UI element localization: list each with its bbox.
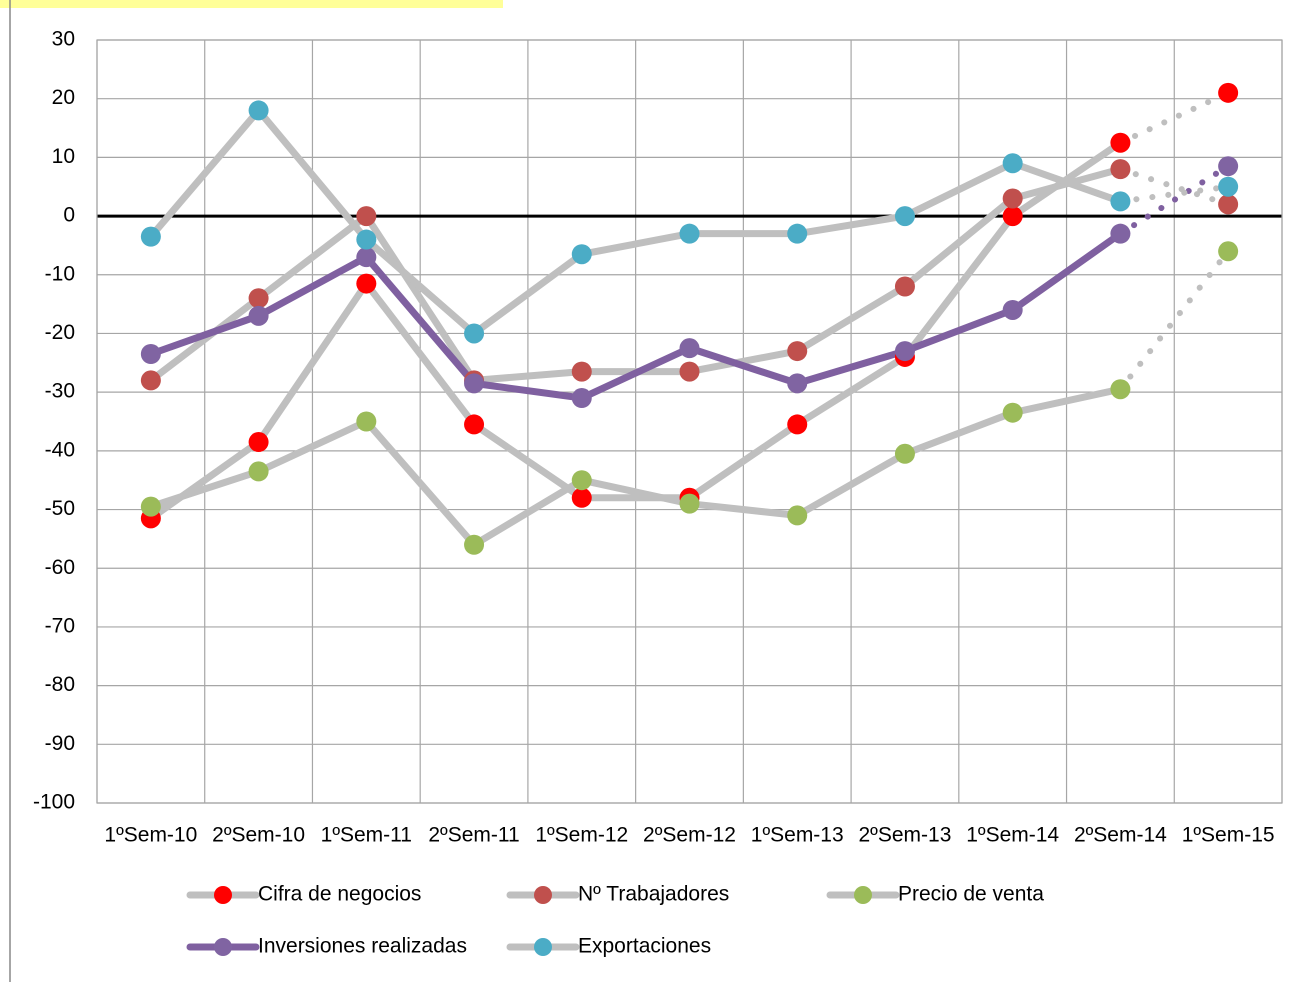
- y-tick-label: -60: [45, 556, 75, 579]
- highlight: [0, 0, 503, 8]
- y-tick-label: -30: [45, 380, 75, 403]
- marker: [571, 470, 592, 491]
- legend-marker: [214, 886, 232, 904]
- marker: [1110, 379, 1131, 400]
- marker: [1002, 402, 1023, 423]
- x-tick-label: 1ºSem-11: [321, 824, 412, 847]
- y-tick-label: -70: [45, 614, 75, 637]
- marker: [248, 100, 269, 121]
- x-tick-label: 1ºSem-14: [966, 824, 1059, 847]
- marker: [1002, 206, 1023, 227]
- y-tick-label: -80: [45, 673, 75, 696]
- legend-label: Nº Trabajadores: [578, 883, 729, 906]
- series-line-projection: [1117, 89, 1232, 146]
- marker: [1218, 194, 1239, 215]
- marker: [464, 534, 485, 555]
- marker: [894, 443, 915, 464]
- marker: [1218, 241, 1239, 262]
- marker: [679, 361, 700, 382]
- marker: [571, 487, 592, 508]
- marker: [356, 229, 377, 250]
- y-tick-label: -20: [45, 321, 75, 344]
- marker: [787, 373, 808, 394]
- legend-label: Cifra de negocios: [258, 883, 421, 906]
- marker: [356, 273, 377, 294]
- x-tick-label: 2ºSem-12: [643, 824, 736, 847]
- x-tick-label: 1ºSem-10: [104, 824, 197, 847]
- marker: [571, 361, 592, 382]
- y-tick-label: 10: [52, 145, 75, 168]
- y-tick-label: 20: [52, 86, 75, 109]
- marker: [356, 247, 377, 268]
- x-tick-label: 1ºSem-13: [751, 824, 844, 847]
- marker: [1110, 132, 1131, 153]
- x-tick-label: 1ºSem-12: [535, 824, 628, 847]
- marker: [1110, 159, 1131, 180]
- legend-marker: [534, 938, 552, 956]
- legend-marker: [534, 886, 552, 904]
- marker: [571, 244, 592, 265]
- plot-border: [96, 39, 1283, 804]
- marker: [248, 461, 269, 482]
- x-tick-label: 2ºSem-14: [1074, 824, 1167, 847]
- marker: [140, 344, 161, 365]
- series-line-projection: [1117, 248, 1232, 393]
- x-tick-label: 1ºSem-15: [1182, 824, 1275, 847]
- marker: [787, 223, 808, 244]
- marker: [464, 323, 485, 344]
- legend-label: Exportaciones: [578, 935, 711, 958]
- marker: [894, 341, 915, 362]
- marker: [679, 338, 700, 359]
- series-line: [147, 230, 1124, 402]
- marker: [1110, 191, 1131, 212]
- marker: [894, 206, 915, 227]
- marker: [140, 496, 161, 517]
- series-line-projection: [1117, 163, 1232, 237]
- marker: [787, 341, 808, 362]
- y-tick-label: 30: [52, 28, 75, 51]
- x-tick-label: 2ºSem-11: [428, 824, 519, 847]
- marker: [679, 223, 700, 244]
- y-tick-label: -90: [45, 732, 75, 755]
- marker: [140, 370, 161, 391]
- series-line-projection: [1117, 166, 1232, 208]
- marker: [356, 206, 377, 227]
- marker: [1110, 223, 1131, 244]
- marker: [1218, 82, 1239, 103]
- marker: [787, 414, 808, 435]
- marker: [248, 305, 269, 326]
- series-line: [147, 385, 1124, 549]
- y-tick-label: -40: [45, 438, 75, 461]
- marker: [140, 226, 161, 247]
- marker: [248, 288, 269, 309]
- series-line: [147, 139, 1124, 522]
- marker: [356, 411, 377, 432]
- series-line: [147, 106, 1124, 337]
- legend-label: Precio de venta: [898, 883, 1044, 906]
- marker: [464, 373, 485, 394]
- y-tick-label: -100: [33, 791, 75, 814]
- marker: [571, 388, 592, 409]
- marker: [1218, 156, 1239, 177]
- legend-marker: [854, 886, 872, 904]
- y-tick-label: -50: [45, 497, 75, 520]
- x-tick-label: 2ºSem-10: [212, 824, 305, 847]
- marker: [464, 414, 485, 435]
- legend-label: Inversiones realizadas: [258, 935, 467, 958]
- y-tick-label: 0: [63, 204, 75, 227]
- series-line-projection: [1117, 183, 1232, 205]
- marker: [1218, 176, 1239, 197]
- x-tick-label: 2ºSem-13: [859, 824, 952, 847]
- legend-marker: [214, 938, 232, 956]
- marker: [787, 505, 808, 526]
- marker: [894, 276, 915, 297]
- marker: [1002, 299, 1023, 320]
- marker: [248, 432, 269, 453]
- marker: [679, 493, 700, 514]
- y-tick-label: -10: [45, 262, 75, 285]
- marker: [1002, 188, 1023, 209]
- marker: [1002, 153, 1023, 174]
